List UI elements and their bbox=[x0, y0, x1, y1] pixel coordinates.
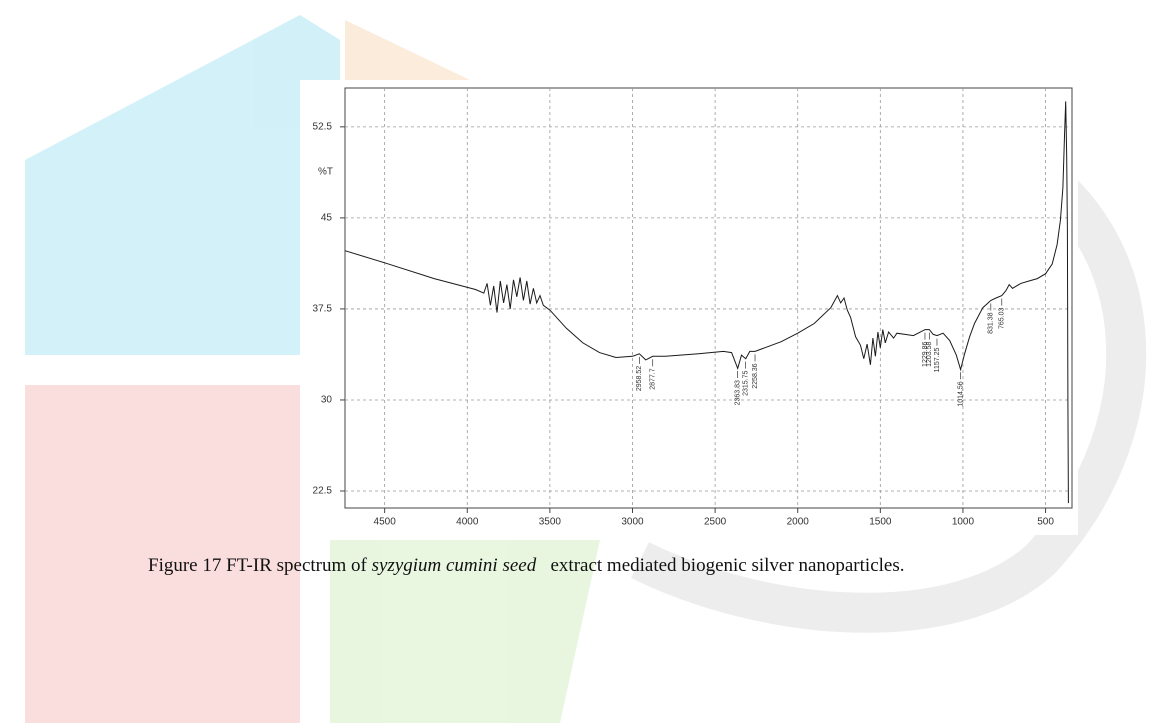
x-tick-label: 2500 bbox=[704, 517, 727, 528]
x-tick-label: 4000 bbox=[456, 517, 479, 528]
peak-label: 2315.75 bbox=[742, 370, 749, 395]
x-tick-label: 3000 bbox=[621, 517, 644, 528]
caption-species: syzygium cumini seed bbox=[372, 555, 537, 576]
y-tick-label: 22.5 bbox=[313, 486, 333, 497]
x-tick-label: 3500 bbox=[539, 517, 562, 528]
caption-text: extract mediated biogenic silver nanopar… bbox=[536, 555, 904, 576]
x-tick-label: 4500 bbox=[374, 517, 397, 528]
peak-label: 1203.58 bbox=[926, 341, 933, 366]
peak-label: 2363.83 bbox=[734, 380, 741, 405]
peak-label: 2258.36 bbox=[752, 363, 759, 388]
page: %T 52.5 45 37.5 30 22.5 4500 4000 3500 3000 2500 2… bbox=[0, 0, 1172, 723]
peak-label: 831.38 bbox=[988, 312, 995, 334]
x-tick-label: 1000 bbox=[952, 517, 975, 528]
peak-label: 1014.56 bbox=[957, 381, 964, 406]
peak-label: 1157.25 bbox=[934, 348, 941, 373]
caption: Figure 17 FT-IR spectrum of syzygium cum… bbox=[148, 555, 904, 577]
y-tick-label: 45 bbox=[321, 213, 333, 224]
peak-label: 765.03 bbox=[999, 307, 1006, 329]
plot-background bbox=[300, 80, 1078, 535]
figure: %T 52.5 45 37.5 30 22.5 4500 4000 3500 3000 2500 2… bbox=[0, 0, 1172, 723]
x-tick-label: 2000 bbox=[787, 517, 810, 528]
y-axis-label: %T bbox=[318, 167, 333, 178]
peak-label: 2958.52 bbox=[636, 366, 643, 391]
x-tick-label: 1500 bbox=[869, 517, 892, 528]
y-tick-label: 37.5 bbox=[313, 304, 333, 315]
peak-label: 2877.7 bbox=[650, 368, 657, 390]
y-tick-label: 30 bbox=[321, 395, 333, 406]
x-tick-label: 500 bbox=[1037, 517, 1054, 528]
y-tick-label: 52.5 bbox=[313, 121, 333, 132]
caption-text: Figure 17 FT-IR spectrum of bbox=[148, 555, 372, 576]
